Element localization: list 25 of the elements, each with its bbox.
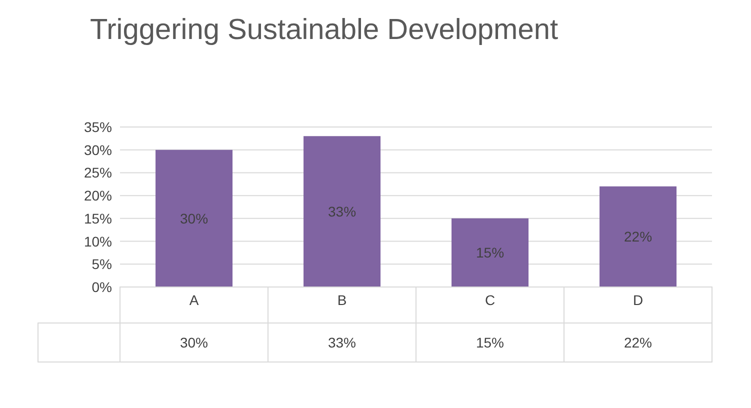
y-tick-label: 10%	[84, 233, 112, 250]
chart-title: Triggering Sustainable Development	[90, 14, 558, 47]
text: 33%	[328, 204, 356, 220]
bar	[600, 186, 677, 287]
x-tick-label: C	[484, 292, 496, 308]
bar	[452, 218, 529, 287]
bar	[156, 150, 233, 287]
y-tick-label: 5%	[92, 256, 112, 272]
x-tick-label: B	[337, 292, 347, 308]
x-tick-label: A	[189, 292, 200, 308]
data-label: 15%	[476, 334, 504, 350]
y-tick-label: 30%	[84, 142, 112, 158]
text: 30%	[180, 210, 208, 226]
x-tick-label: D	[632, 292, 644, 308]
y-tick-label: 25%	[84, 164, 112, 181]
bar	[304, 136, 381, 287]
y-tick-label: 20%	[84, 188, 112, 204]
data-label: 22%	[624, 334, 652, 350]
data-label: 30%	[180, 334, 208, 350]
y-tick-label: 0%	[92, 278, 112, 295]
data-label: 33%	[328, 334, 356, 350]
text: 22%	[624, 228, 652, 245]
y-tick-label: 15%	[84, 210, 112, 226]
text: 15%	[476, 244, 504, 261]
y-tick-label: 35%	[84, 118, 112, 135]
